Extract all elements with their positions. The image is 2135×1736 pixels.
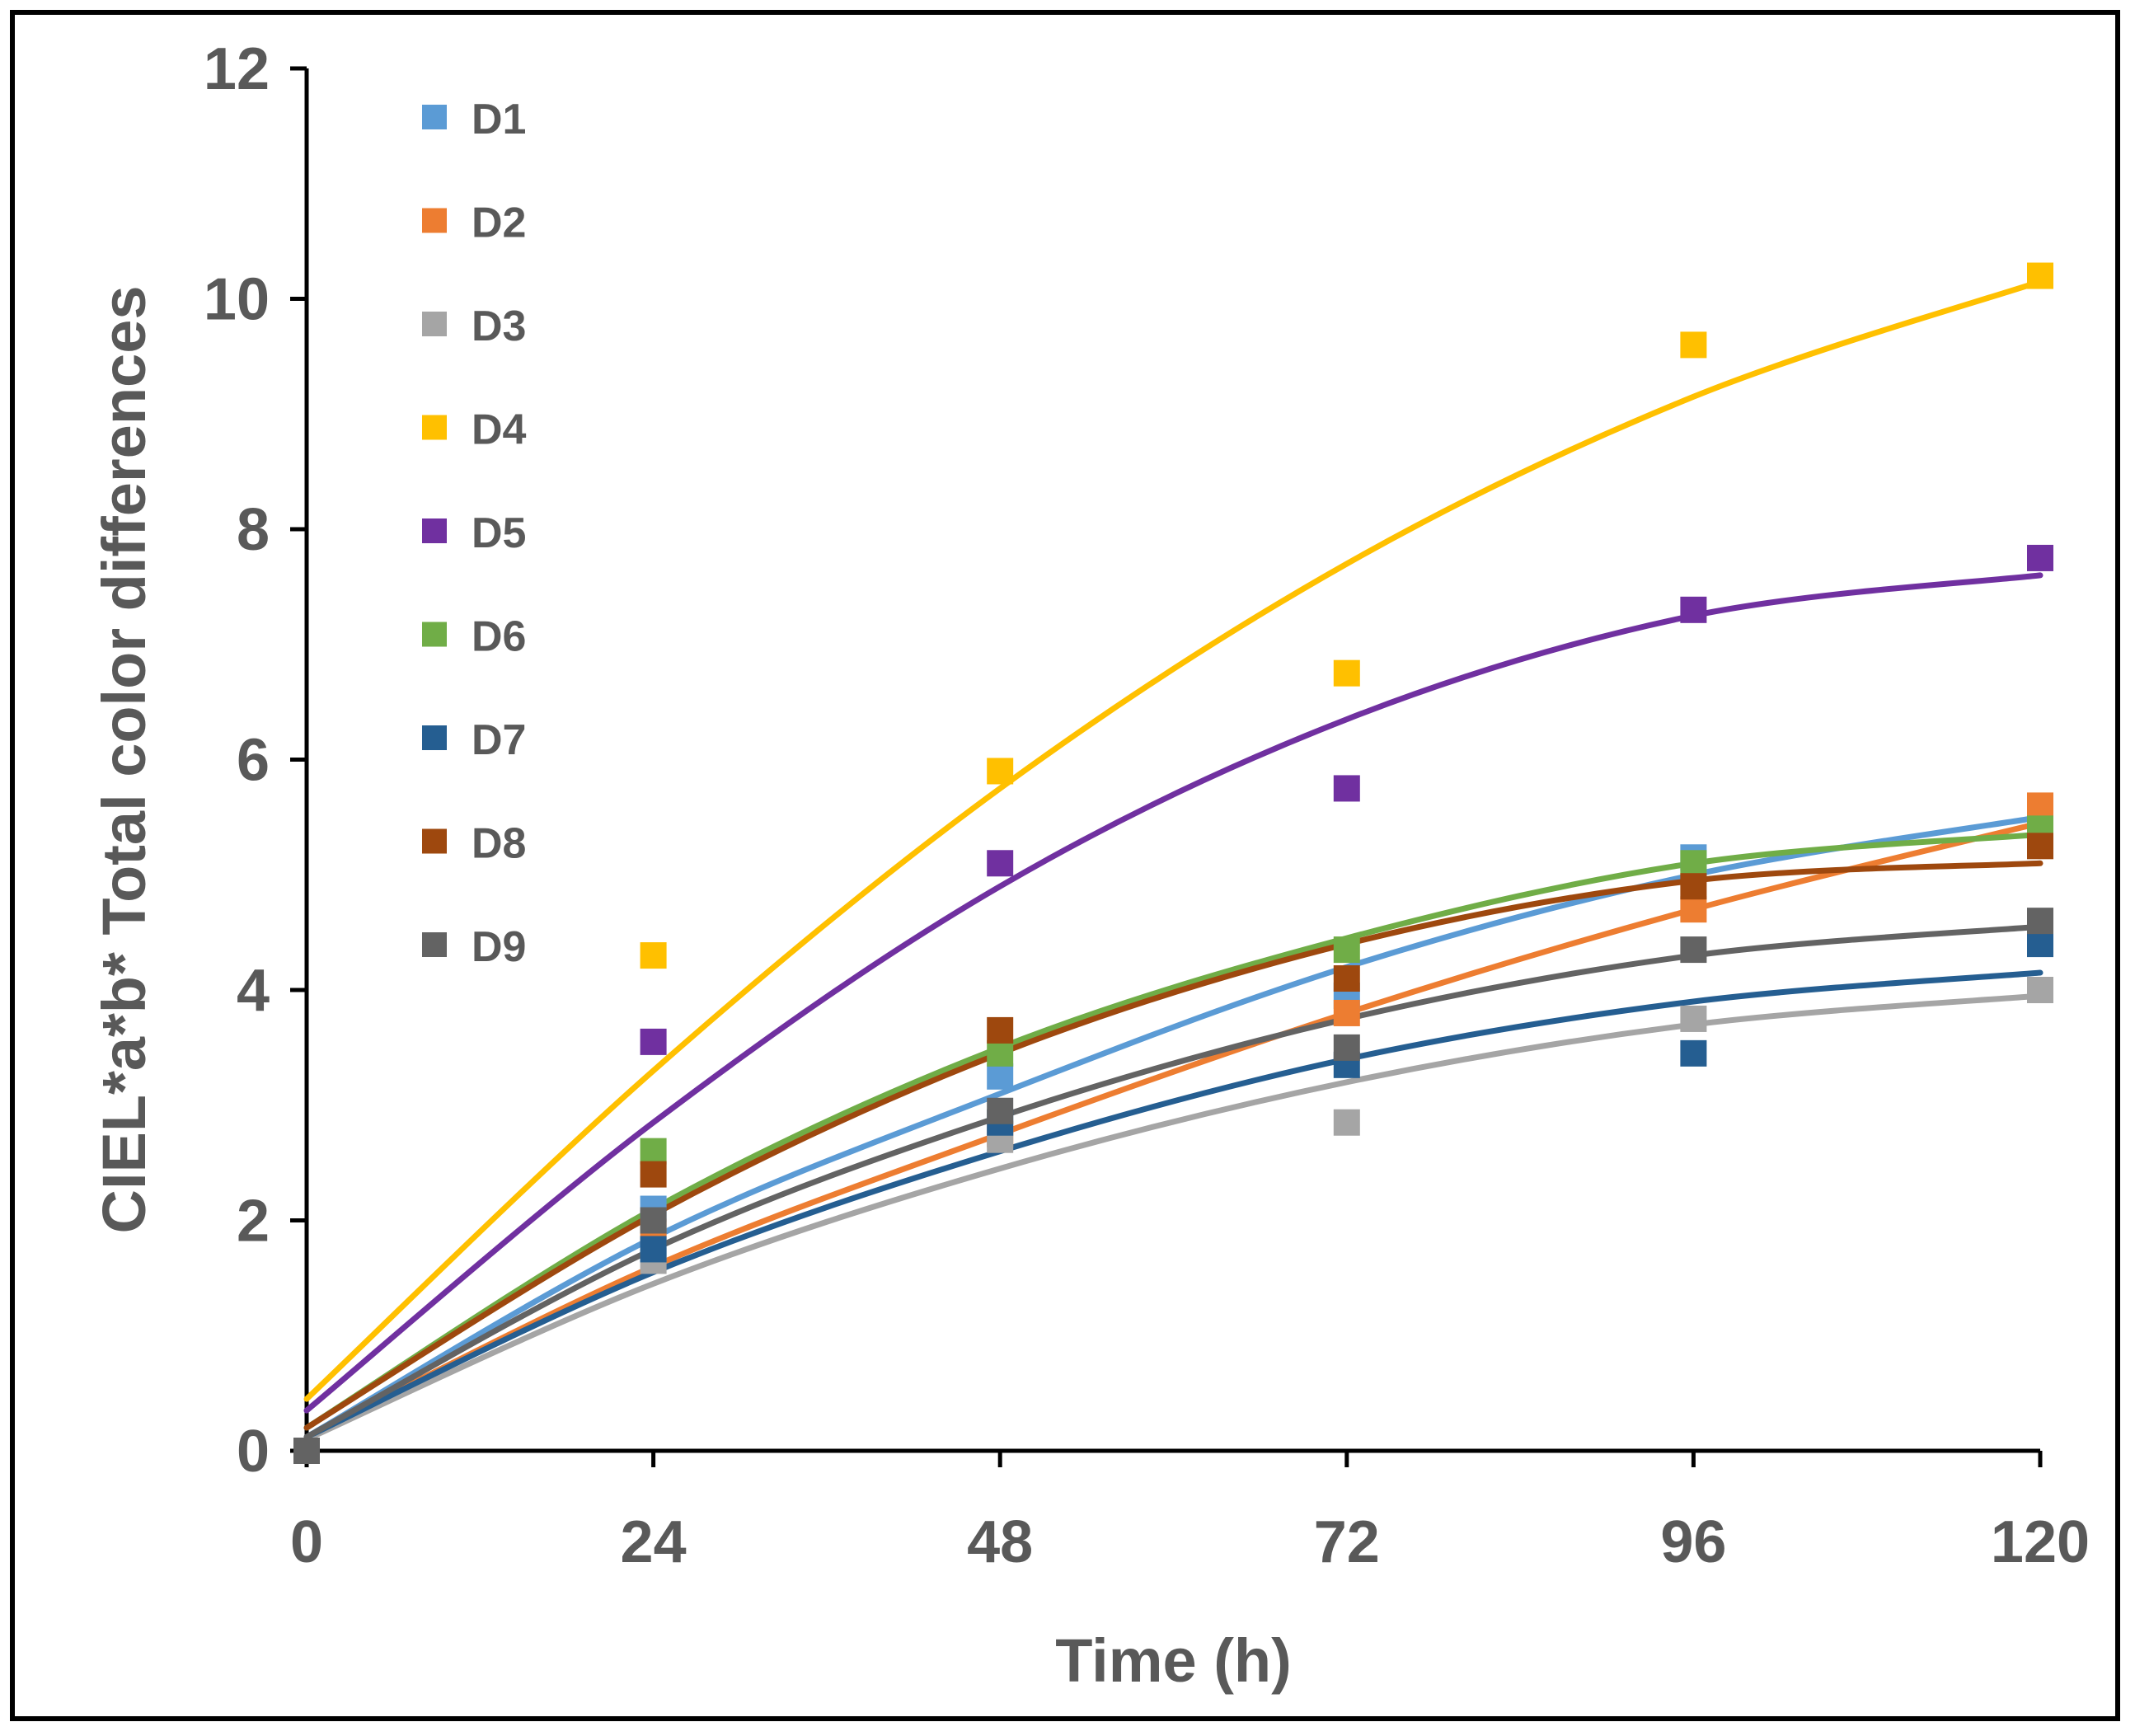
marker-d8 (987, 1016, 1014, 1044)
chart-frame (10, 10, 2120, 1721)
marker-d6 (987, 1039, 1014, 1067)
marker-d8 (1680, 873, 1707, 900)
legend-label-d3: D3 (472, 303, 526, 350)
legend-swatch-d4 (422, 415, 447, 440)
marker-d9 (293, 1438, 320, 1464)
trendline-d6 (303, 831, 2044, 1431)
legend-swatch-d7 (422, 725, 447, 750)
trendline-d8 (303, 860, 2044, 1431)
marker-d2 (1333, 999, 1360, 1026)
legend-label-d2: D2 (472, 199, 526, 247)
marker-d5 (1680, 596, 1707, 623)
legend-swatch-d6 (422, 622, 447, 647)
marker-d4 (1333, 659, 1360, 687)
data-points (293, 262, 2053, 1464)
marker-d8 (1333, 965, 1360, 992)
legend-label-d7: D7 (472, 716, 526, 764)
marker-d9 (987, 1097, 1014, 1124)
legend-label-d6: D6 (472, 613, 526, 661)
legend-swatch-d9 (422, 932, 447, 957)
marker-d5 (1333, 775, 1360, 802)
x-tick-label: 120 (1991, 1509, 2090, 1575)
marker-d2 (1680, 896, 1707, 923)
legend-label-d9: D9 (472, 923, 526, 971)
marker-d8 (640, 1161, 667, 1188)
marker-d1 (987, 1063, 1014, 1090)
y-tick-label: 0 (237, 1419, 270, 1485)
marker-d2 (2027, 792, 2053, 819)
legend-label-d5: D5 (472, 509, 526, 557)
y-tick-label: 8 (237, 497, 270, 563)
trendline-d5 (303, 572, 2044, 1414)
marker-d5 (2027, 544, 2053, 571)
marker-d6 (640, 1138, 667, 1165)
y-tick-label: 12 (204, 36, 270, 102)
marker-d3 (1680, 1005, 1707, 1032)
legend-label-d4: D4 (472, 406, 527, 454)
marker-d9 (1333, 1034, 1360, 1061)
trendlines (303, 279, 2044, 1443)
trendline-d4 (303, 279, 2044, 1402)
marker-d3 (1333, 1109, 1360, 1136)
marker-d5 (987, 850, 1014, 877)
trendline-d2 (303, 819, 2044, 1440)
legend-label-d8: D8 (472, 820, 526, 868)
marker-d9 (1680, 936, 1707, 964)
legend-swatch-d8 (422, 828, 447, 854)
marker-d6 (1680, 850, 1707, 877)
marker-d4 (640, 942, 667, 969)
y-tick-label: 4 (237, 958, 270, 1024)
marker-d9 (640, 1207, 667, 1234)
marker-d8 (2027, 833, 2053, 860)
legend-swatch-d2 (422, 208, 447, 233)
x-tick-label: 72 (1314, 1509, 1380, 1575)
legend-swatch-d3 (422, 312, 447, 336)
x-tick-label: 96 (1660, 1509, 1726, 1575)
y-tick-label: 2 (237, 1189, 270, 1255)
marker-d4 (987, 758, 1014, 785)
marker-d7 (1680, 1039, 1707, 1067)
marker-d9 (2027, 908, 2053, 935)
marker-d4 (1680, 331, 1707, 359)
x-tick-label: 24 (621, 1509, 687, 1575)
marker-d5 (640, 1028, 667, 1055)
marker-d3 (2027, 977, 2053, 1003)
x-tick-label: 0 (290, 1509, 323, 1575)
legend: D1 D2 D3 D4 D5 D6 D7 D8 D9 (422, 96, 527, 971)
x-tick-label: 48 (967, 1509, 1033, 1575)
trendline-d3 (303, 992, 2044, 1443)
legend-swatch-d1 (422, 105, 447, 129)
legend-swatch-d5 (422, 518, 447, 543)
marker-d6 (1333, 936, 1360, 964)
x-axis-title: Time (h) (1055, 1626, 1291, 1695)
y-tick-label: 6 (237, 728, 270, 794)
marker-d4 (2027, 262, 2053, 289)
y-tick-label: 10 (204, 267, 270, 333)
trendline-d1 (303, 814, 2044, 1440)
marker-d7 (640, 1236, 667, 1263)
trendline-d9 (303, 923, 2044, 1440)
trendline-d7 (303, 969, 2044, 1440)
marker-d7 (2027, 931, 2053, 958)
y-axis-title: CIEL*a*b* Total color differences (90, 286, 158, 1234)
legend-label-d1: D1 (472, 96, 526, 143)
